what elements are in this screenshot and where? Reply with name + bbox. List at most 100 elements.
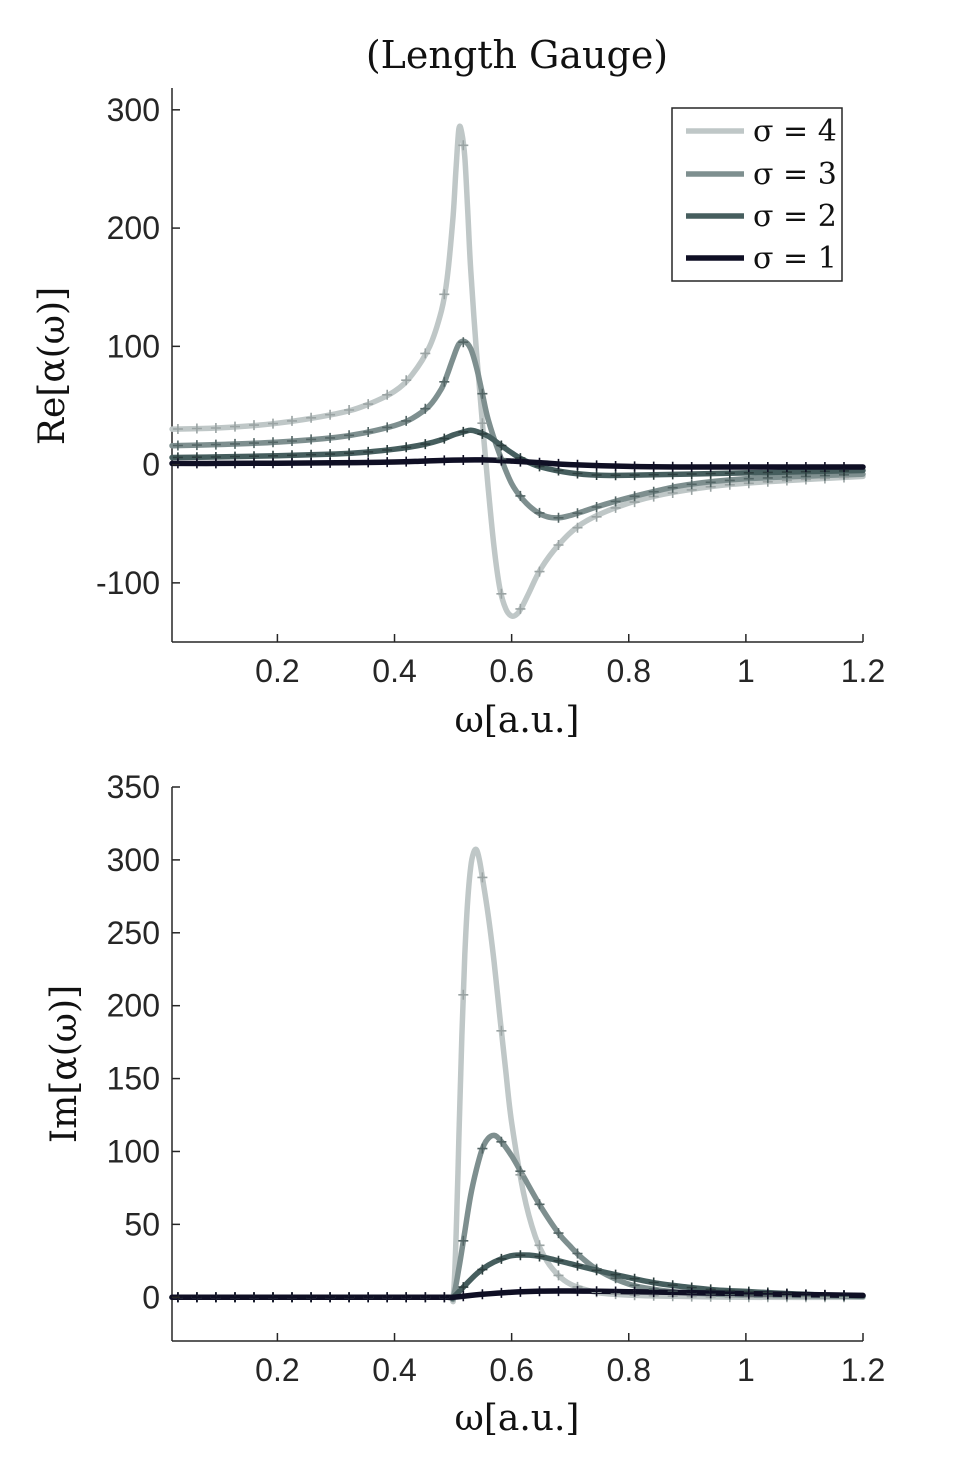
re-x-axis-label: ω[a.u.] xyxy=(455,700,580,741)
im-marker-sigma1 xyxy=(268,1292,278,1303)
im-xtick-label: 1.2 xyxy=(841,1352,885,1388)
im-xtick-label: 1 xyxy=(737,1352,755,1388)
re-marker-sigma4 xyxy=(191,423,202,434)
figure-title: (Length Gauge) xyxy=(366,33,668,77)
im-markers-layer xyxy=(172,872,849,1303)
im-ytick-label: 50 xyxy=(124,1206,160,1242)
im-marker-sigma3 xyxy=(458,1235,469,1246)
re-xtick-layer: 0.2 0.4 0.6 0.8 1 1.2 xyxy=(255,634,885,689)
re-marker-sigma1 xyxy=(325,457,336,468)
re-marker-sigma3 xyxy=(572,508,583,519)
re-marker-sigma4 xyxy=(287,415,297,426)
re-marker-sigma3 xyxy=(458,337,469,348)
im-marker-sigma1 xyxy=(743,1288,754,1299)
re-marker-sigma2 xyxy=(629,470,640,481)
re-series-sigma4 xyxy=(169,123,866,619)
re-series-sigma3 xyxy=(169,338,866,521)
re-marker-sigma1 xyxy=(610,461,621,471)
re-xtick-label: 0.2 xyxy=(255,653,299,689)
re-marker-sigma3 xyxy=(591,502,602,512)
re-marker-sigma3 xyxy=(382,422,393,433)
im-marker-sigma1 xyxy=(839,1290,849,1301)
re-marker-sigma1 xyxy=(191,458,202,469)
im-marker-sigma1 xyxy=(191,1292,202,1303)
re-marker-sigma1 xyxy=(534,457,545,468)
im-ytick-label: 200 xyxy=(107,988,160,1024)
im-marker-sigma1 xyxy=(610,1286,621,1297)
im-ytick-label: 300 xyxy=(107,842,160,878)
re-marker-sigma1 xyxy=(629,461,640,472)
im-y-axis-label: Im[α(ω)] xyxy=(44,985,85,1143)
re-marker-sigma4 xyxy=(172,424,183,434)
re-marker-sigma3 xyxy=(667,482,678,493)
re-marker-sigma2 xyxy=(496,440,507,451)
re-marker-sigma1 xyxy=(743,462,754,472)
im-marker-sigma1 xyxy=(477,1289,488,1300)
im-marker-sigma4 xyxy=(534,1240,545,1251)
im-ytick-label: 150 xyxy=(107,1061,160,1097)
legend-label-sigma3: σ = 3 xyxy=(753,157,837,192)
re-marker-sigma2 xyxy=(401,442,412,453)
im-marker-sigma1 xyxy=(705,1288,716,1298)
re-marker-sigma1 xyxy=(458,455,469,465)
im-marker-sigma1 xyxy=(496,1287,507,1298)
re-marker-sigma2 xyxy=(477,428,488,439)
im-marker-sigma4 xyxy=(496,1025,507,1036)
legend-box xyxy=(671,107,843,282)
re-marker-sigma3 xyxy=(534,507,545,518)
im-ytick-label: 0 xyxy=(142,1279,160,1315)
im-marker-sigma1 xyxy=(420,1292,431,1303)
im-marker-sigma3 xyxy=(572,1248,583,1259)
im-marker-sigma1 xyxy=(553,1286,564,1297)
im-xtick-layer: 0.2 0.4 0.6 0.8 1 1.2 xyxy=(255,1333,885,1388)
re-marker-sigma1 xyxy=(439,455,450,466)
re-marker-sigma1 xyxy=(477,454,488,465)
re-marker-sigma3 xyxy=(610,496,621,507)
re-marker-sigma2 xyxy=(458,426,469,437)
im-marker-sigma1 xyxy=(306,1292,317,1303)
re-marker-sigma3 xyxy=(268,437,278,448)
im-axes xyxy=(171,787,863,1342)
re-marker-sigma3 xyxy=(210,439,221,450)
re-marker-sigma1 xyxy=(306,458,317,468)
re-xtick-label: 1 xyxy=(737,653,755,689)
re-marker-sigma1 xyxy=(249,458,259,469)
re-marker-sigma4 xyxy=(210,423,221,433)
re-marker-sigma1 xyxy=(344,457,355,468)
re-marker-sigma2 xyxy=(591,470,602,480)
re-marker-sigma2 xyxy=(363,446,374,457)
re-xtick-label: 1.2 xyxy=(841,653,885,689)
im-marker-sigma2 xyxy=(648,1277,659,1288)
re-marker-sigma1 xyxy=(839,462,849,472)
re-marker-sigma3 xyxy=(648,486,659,497)
im-ytick-layer: 0 50 100 150 200 250 300 350 xyxy=(107,769,180,1315)
re-marker-sigma1 xyxy=(724,462,735,472)
re-marker-sigma3 xyxy=(553,512,564,523)
re-marker-sigma4 xyxy=(325,409,336,420)
re-marker-sigma1 xyxy=(648,461,659,472)
re-marker-sigma3 xyxy=(629,491,640,502)
re-marker-sigma4 xyxy=(534,566,545,577)
re-ytick-layer: -100 0 100 200 300 xyxy=(96,92,180,601)
re-marker-sigma1 xyxy=(667,461,678,472)
re-ytick-label: 100 xyxy=(107,328,160,364)
im-marker-sigma3 xyxy=(534,1199,545,1210)
im-marker-sigma1 xyxy=(572,1286,583,1297)
im-series-layer xyxy=(169,846,866,1305)
im-marker-sigma1 xyxy=(344,1292,355,1303)
re-marker-sigma2 xyxy=(344,448,355,459)
legend-label-sigma4: σ = 4 xyxy=(753,114,837,149)
re-marker-sigma3 xyxy=(172,440,183,451)
re-marker-sigma4 xyxy=(458,140,469,151)
re-marker-sigma4 xyxy=(363,399,374,410)
re-axes xyxy=(171,88,863,643)
re-marker-sigma3 xyxy=(705,477,716,488)
im-marker-sigma2 xyxy=(591,1265,602,1276)
re-marker-sigma3 xyxy=(686,479,697,490)
im-marker-sigma2 xyxy=(496,1253,507,1264)
im-ytick-label: 250 xyxy=(107,915,160,951)
im-marker-sigma2 xyxy=(572,1260,583,1271)
im-marker-sigma1 xyxy=(534,1286,545,1297)
